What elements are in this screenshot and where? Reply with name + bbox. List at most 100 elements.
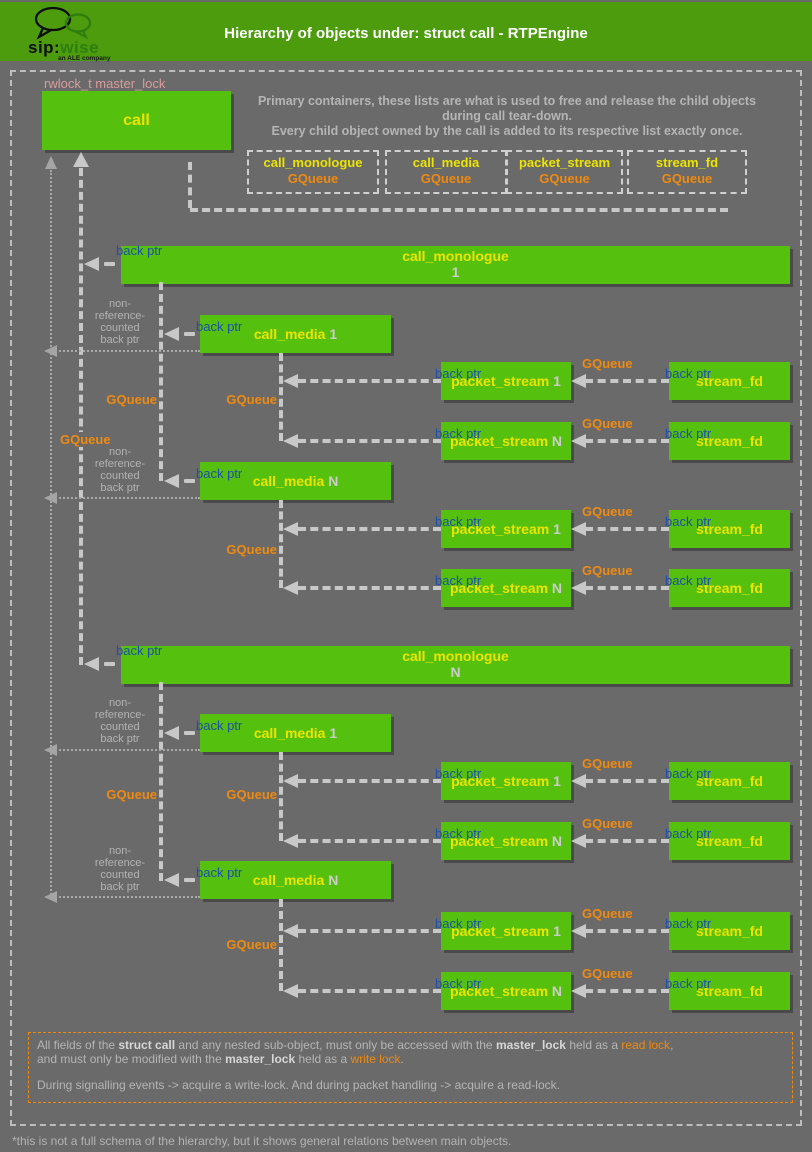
packet-stream-label: packet_stream bbox=[451, 773, 550, 789]
arrow-left-icon bbox=[283, 774, 298, 788]
containers-horizontal-line bbox=[190, 208, 728, 212]
sfd-backptr-line bbox=[585, 379, 669, 383]
container-type: GQueue bbox=[539, 171, 590, 186]
monologue-index: 1 bbox=[451, 264, 460, 280]
back-ptr-label: back ptr bbox=[665, 426, 712, 441]
back-ptr-label: back ptr bbox=[116, 643, 163, 658]
packet-stream-box: packet_stream 1 bbox=[441, 762, 571, 800]
container-name: packet_stream bbox=[518, 155, 611, 170]
arrow-left-icon bbox=[571, 374, 586, 388]
packet-stream-index: N bbox=[551, 433, 563, 449]
brand-subtitle: an ALE company bbox=[58, 55, 111, 62]
container-type: GQueue bbox=[287, 171, 339, 186]
page-title: Hierarchy of objects under: struct call … bbox=[224, 25, 588, 42]
stream-fd-box: stream_fd bbox=[669, 822, 790, 860]
call-monologue-box: call_monologue N bbox=[121, 646, 790, 684]
back-ptr-label: back ptr bbox=[196, 319, 243, 334]
sfd-backptr-line bbox=[585, 989, 669, 993]
back-ptr-label: back ptr bbox=[665, 826, 712, 841]
nonref-branch-line bbox=[52, 350, 200, 352]
nonref-backptr-label: non- reference- counted back ptr bbox=[94, 697, 146, 745]
stream-backptr-line bbox=[298, 586, 441, 590]
back-ptr-label: back ptr bbox=[665, 766, 712, 781]
call-media-box: call_media 1 bbox=[200, 315, 391, 353]
nonref-backptr-label: non- reference- counted back ptr bbox=[94, 845, 146, 893]
packet-stream-box: packet_stream N bbox=[441, 822, 571, 860]
arrow-left-icon bbox=[571, 924, 586, 938]
dash-segment bbox=[104, 662, 115, 666]
arrow-left-icon bbox=[571, 434, 586, 448]
sfd-backptr-line bbox=[585, 779, 669, 783]
back-ptr-label: back ptr bbox=[665, 916, 712, 931]
back-ptr-label: back ptr bbox=[435, 514, 482, 529]
stream-fd-box: stream_fd bbox=[669, 510, 790, 548]
gqueue-label: GQueue bbox=[582, 416, 633, 431]
back-ptr-label: back ptr bbox=[196, 466, 243, 481]
packet-stream-index: N bbox=[551, 833, 563, 849]
arrow-left-icon bbox=[164, 474, 179, 488]
monologue-label: call_monologue bbox=[402, 648, 509, 664]
packet-stream-label: packet_stream bbox=[449, 580, 549, 596]
packet-stream-box: packet_stream 1 bbox=[441, 362, 571, 400]
stream-backptr-line bbox=[298, 929, 441, 933]
gqueue-label: GQueue bbox=[582, 356, 633, 371]
arrow-left-icon bbox=[84, 257, 99, 271]
call-to-containers-line bbox=[188, 162, 192, 208]
container-call-media: call_media GQueue bbox=[385, 150, 507, 194]
media-label: call_media bbox=[253, 326, 326, 342]
packet-stream-index: 1 bbox=[553, 923, 561, 939]
back-ptr-label: back ptr bbox=[435, 366, 482, 381]
call-monologue-box: call_monologue 1 bbox=[121, 246, 790, 284]
stream-backptr-line bbox=[298, 989, 441, 993]
arrow-left-icon bbox=[283, 434, 298, 448]
header-bar: sip:wise an ALE company Hierarchy of obj… bbox=[0, 2, 812, 62]
gqueue-label: GQueue bbox=[582, 563, 633, 578]
note-line-2: and must only be modified with the maste… bbox=[37, 1051, 404, 1066]
stream-fd-box: stream_fd bbox=[669, 362, 790, 400]
footnote: *this is not a full schema of the hierar… bbox=[12, 1134, 512, 1148]
arrow-up-icon bbox=[73, 152, 89, 167]
packet-stream-label: packet_stream bbox=[451, 923, 550, 939]
sfd-backptr-line bbox=[585, 439, 669, 443]
back-ptr-label: back ptr bbox=[665, 976, 712, 991]
gqueue-label: GQueue bbox=[226, 787, 277, 802]
call-media-box: call_media N bbox=[200, 462, 391, 500]
note-line-1: All fields of the struct call and any ne… bbox=[37, 1038, 674, 1052]
packet-stream-index: N bbox=[551, 580, 563, 596]
gqueue-label: GQueue bbox=[582, 906, 633, 921]
stream-backptr-line bbox=[298, 839, 441, 843]
back-ptr-label: back ptr bbox=[435, 766, 482, 781]
media-streams-gqueue-line bbox=[279, 353, 283, 441]
back-ptr-label: back ptr bbox=[665, 366, 712, 381]
arrow-left-icon bbox=[164, 873, 179, 887]
nonref-branch-line bbox=[52, 749, 200, 751]
monologue-label: call_monologue bbox=[402, 248, 509, 264]
gqueue-label: GQueue bbox=[226, 392, 277, 407]
container-stream-fd: stream_fd GQueue bbox=[627, 150, 747, 194]
arrow-left-icon bbox=[571, 834, 586, 848]
dash-segment bbox=[104, 262, 115, 266]
arrow-up-dotted-icon bbox=[45, 156, 57, 169]
nonref-backptr-label: non- reference- counted back ptr bbox=[94, 446, 146, 494]
sipwise-logo-icon bbox=[34, 6, 92, 40]
packet-stream-box: packet_stream N bbox=[441, 569, 571, 607]
packet-stream-box: packet_stream 1 bbox=[441, 912, 571, 950]
container-type: GQueue bbox=[420, 171, 472, 186]
back-ptr-label: back ptr bbox=[116, 243, 163, 258]
gqueue-label: GQueue bbox=[582, 966, 633, 981]
stream-backptr-line bbox=[298, 527, 441, 531]
media-index: N bbox=[328, 473, 339, 489]
packet-stream-label: packet_stream bbox=[449, 983, 549, 999]
gqueue-label: GQueue bbox=[582, 816, 633, 831]
packet-stream-box: packet_stream 1 bbox=[441, 510, 571, 548]
container-name: call_media bbox=[412, 155, 480, 170]
packet-stream-box: packet_stream N bbox=[441, 422, 571, 460]
nonref-backptr-line bbox=[50, 170, 52, 898]
intro-line-2: Every child object owned by the call is … bbox=[271, 124, 743, 138]
stream-backptr-line bbox=[298, 379, 441, 383]
back-ptr-label: back ptr bbox=[665, 514, 712, 529]
packet-stream-index: N bbox=[551, 983, 563, 999]
sfd-backptr-line bbox=[585, 839, 669, 843]
note-line-3: During signalling events -> acquire a wr… bbox=[37, 1078, 560, 1092]
arrow-left-icon bbox=[164, 327, 179, 341]
